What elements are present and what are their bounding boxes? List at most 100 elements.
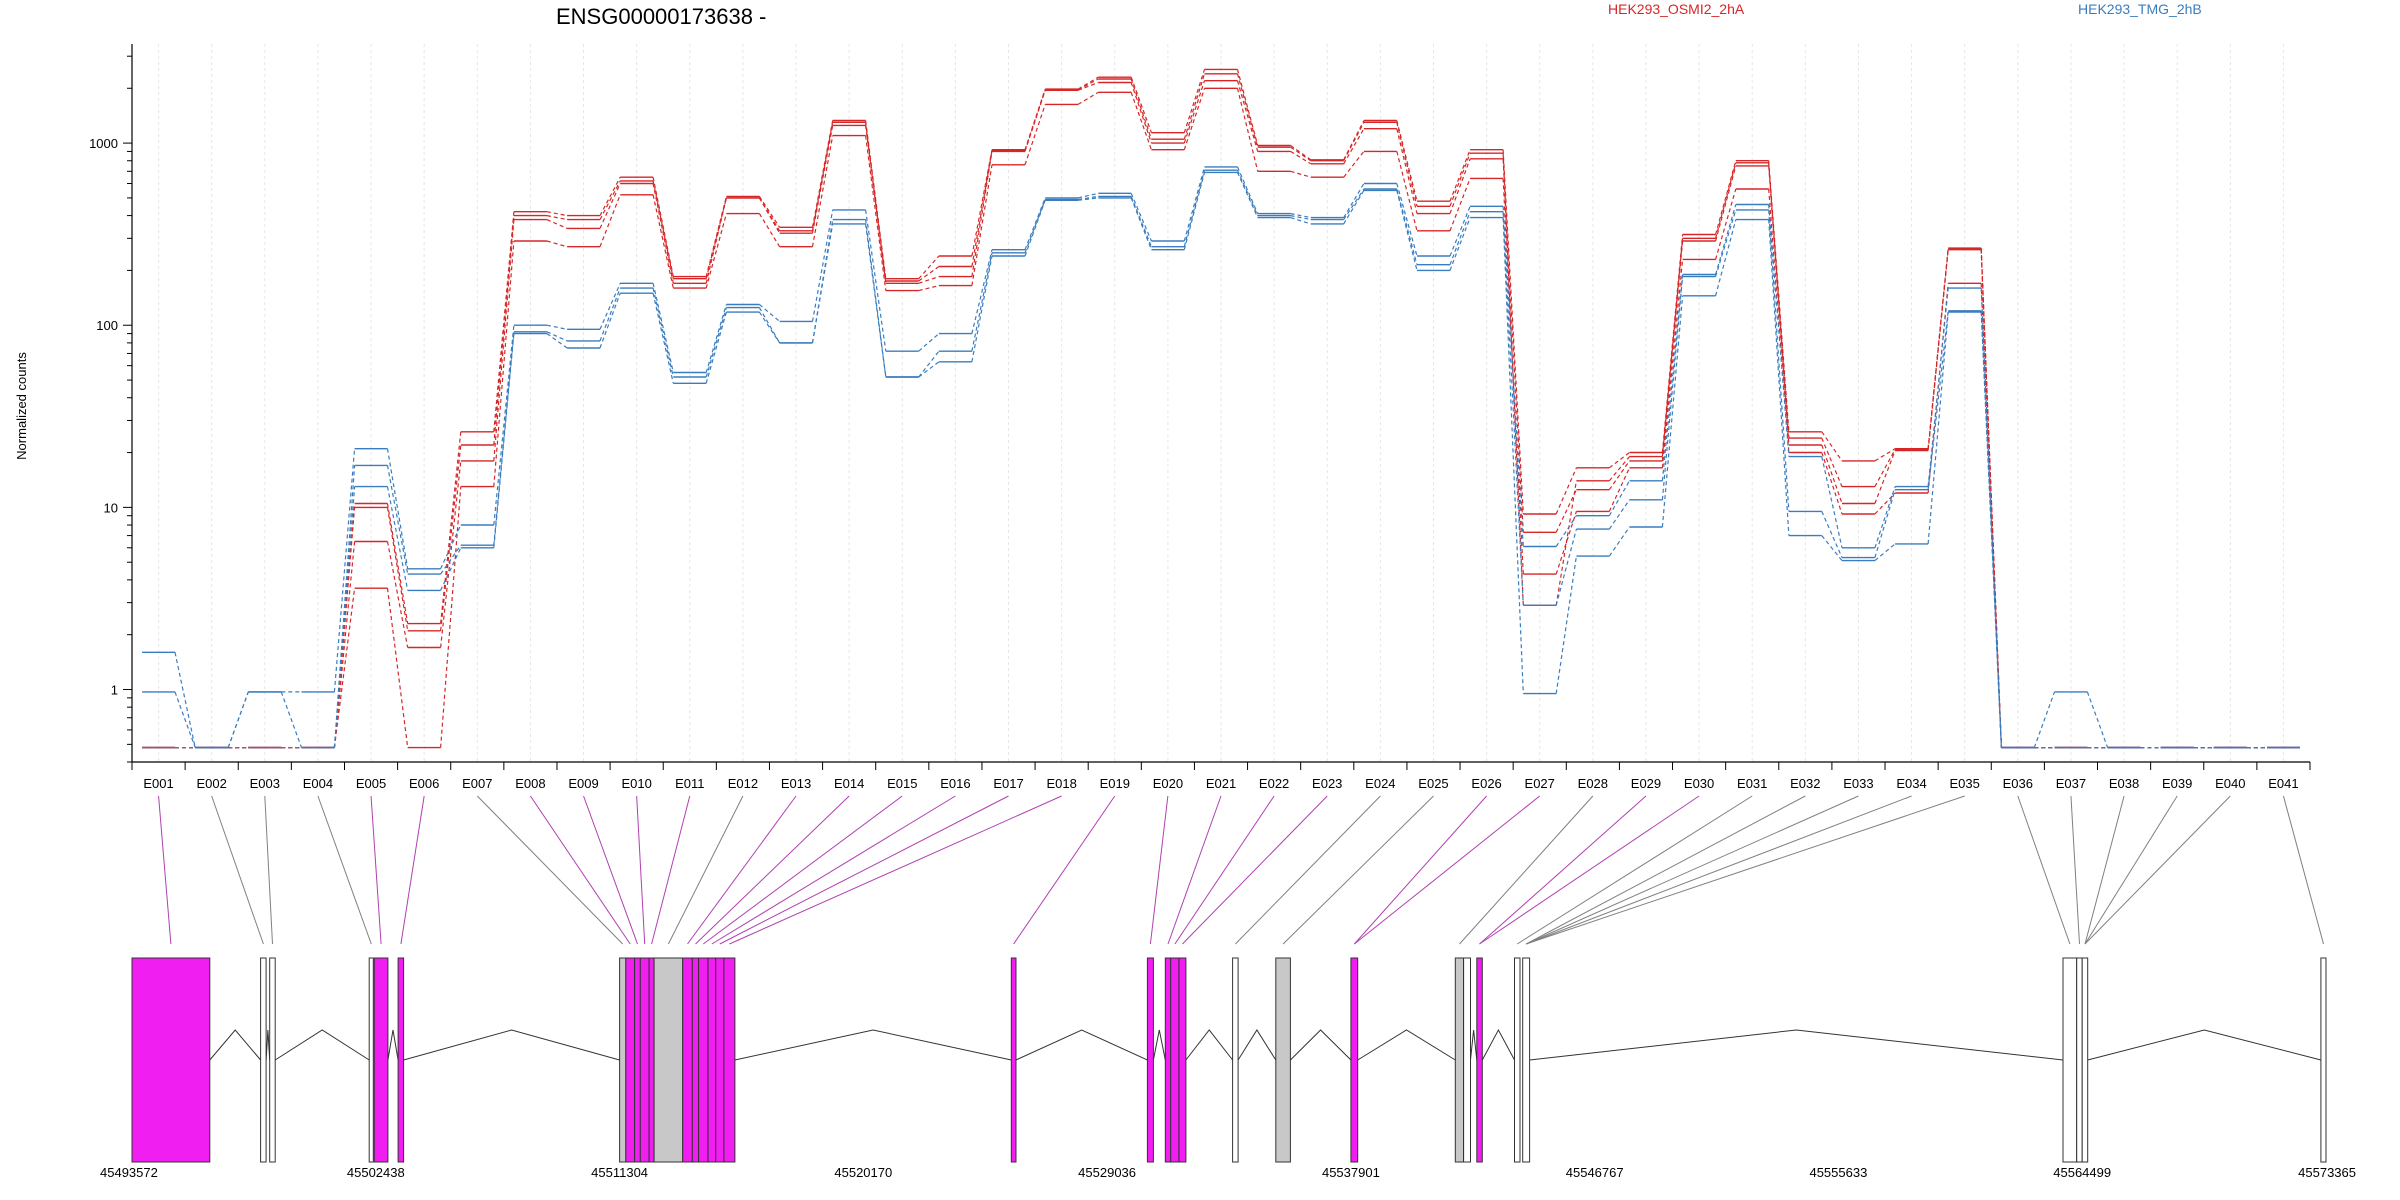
- exon-link-E007: [476, 795, 624, 945]
- exon-box-21: [1164, 957, 1172, 1163]
- x-tick-label-E028: E028: [1578, 776, 1608, 791]
- x-tick-label-E006: E006: [409, 776, 439, 791]
- gene-model: [131, 957, 2327, 1163]
- intron: [1481, 1028, 1515, 1061]
- x-axis: E001 E002 E003 E004 E005 E006 E007 E008 E009 E010…: [131, 761, 2311, 791]
- exon-box-16: [707, 957, 717, 1163]
- exon-box-25: [1275, 957, 1291, 1163]
- exon-box-10: [639, 957, 650, 1163]
- exon-link-E029: [1479, 795, 1647, 945]
- exon-box-19: [1010, 957, 1017, 1163]
- chart-title: ENSG00000173638 -: [556, 4, 766, 29]
- intron: [1015, 1029, 1148, 1061]
- x-tick-label-E024: E024: [1365, 776, 1395, 791]
- exon-box-4: [368, 957, 374, 1163]
- exon-link-E033: [1525, 795, 1859, 945]
- exon-link-E040: [2084, 795, 2231, 945]
- exon-link-E003: [264, 795, 273, 945]
- exon-link-E039: [2084, 795, 2178, 945]
- series-segments: [142, 171, 2300, 749]
- intron: [1470, 1029, 1478, 1061]
- exon-box-18: [723, 957, 736, 1163]
- exon-link-E011: [651, 795, 691, 945]
- exon-box-2: [260, 957, 267, 1163]
- exon-box-17: [715, 957, 725, 1163]
- genomic-coordinate-label: 45511304: [591, 1165, 648, 1180]
- intron: [734, 1029, 1012, 1061]
- exon-link-E016: [711, 795, 956, 945]
- x-tick-label-E003: E003: [250, 776, 280, 791]
- x-tick-label-E011: E011: [675, 776, 704, 791]
- exon-link-E037: [2070, 795, 2080, 945]
- x-tick-label-E041: E041: [2268, 776, 2298, 791]
- x-tick-label-E005: E005: [356, 776, 386, 791]
- x-tick-label-E022: E022: [1259, 776, 1289, 791]
- exon-box-33: [2076, 957, 2083, 1163]
- series-segments: [142, 80, 2300, 749]
- exon-link-E020: [1149, 795, 1169, 945]
- x-tick-label-E023: E023: [1312, 776, 1342, 791]
- intron: [209, 1029, 261, 1061]
- genomic-coordinate-label: 45555633: [1809, 1165, 1867, 1180]
- exon-link-E036: [2017, 795, 2071, 945]
- series-transitions: [175, 172, 2267, 749]
- y-axis: 1 10 100 1000: [89, 44, 133, 763]
- x-tick-label-E007: E007: [462, 776, 492, 791]
- x-tick-label-E012: E012: [728, 776, 758, 791]
- genomic-coordinate-label: 45529036: [1078, 1165, 1136, 1180]
- exon-link-E004: [317, 795, 372, 945]
- exon-link-E006: [400, 795, 425, 945]
- x-tick-label-E021: E021: [1206, 776, 1236, 791]
- intron: [265, 1029, 271, 1061]
- x-tick-label-E020: E020: [1153, 776, 1183, 791]
- exon-link-E015: [703, 795, 903, 945]
- x-tick-label-E034: E034: [1896, 776, 1926, 791]
- exon-link-E012: [667, 795, 744, 945]
- exon-link-E022: [1174, 795, 1275, 945]
- legend-osmi2: HEK293_OSMI2_2hA: [1608, 1, 1745, 17]
- exon-box-11: [648, 957, 655, 1163]
- exon-links: [158, 795, 2324, 945]
- x-tick-label-E027: E027: [1525, 776, 1555, 791]
- x-tick-label-E038: E038: [2109, 776, 2139, 791]
- y-tick-label: 10: [104, 500, 118, 515]
- exon-box-5: [373, 957, 389, 1163]
- x-tick-label-E014: E014: [834, 776, 864, 791]
- intron: [1152, 1029, 1166, 1061]
- exon-box-13: [682, 957, 693, 1163]
- exon-box-26: [1350, 957, 1359, 1163]
- exon-link-E014: [695, 795, 850, 945]
- exon-link-E018: [729, 795, 1062, 945]
- exon-link-E038: [2084, 795, 2125, 945]
- x-tick-label-E025: E025: [1418, 776, 1448, 791]
- exon-link-E002: [211, 795, 264, 945]
- intron: [1290, 1029, 1352, 1061]
- genomic-coordinate-label: 45573365: [2298, 1165, 2356, 1180]
- exon-box-32: [2062, 957, 2078, 1163]
- intron: [1529, 1029, 2064, 1061]
- x-tick-label-E030: E030: [1684, 776, 1714, 791]
- genomic-coordinate-label: 45537901: [1322, 1165, 1380, 1180]
- exon-link-E035: [1525, 795, 1965, 945]
- x-tick-label-E029: E029: [1631, 776, 1661, 791]
- series-transitions: [174, 166, 2267, 749]
- exon-link-E032: [1525, 795, 1806, 945]
- series-lines: [142, 68, 2300, 749]
- x-tick-label-E009: E009: [568, 776, 598, 791]
- exon-link-E026: [1353, 795, 1487, 945]
- exon-link-E025: [1282, 795, 1434, 945]
- exon-box-30: [1514, 957, 1521, 1163]
- exon-box-22: [1170, 957, 1180, 1163]
- x-tick-label-E032: E032: [1790, 776, 1820, 791]
- exon-box-31: [1522, 957, 1531, 1163]
- exon-link-E031: [1516, 795, 1753, 945]
- y-axis-label: Normalized counts: [14, 352, 29, 460]
- genomic-coordinate-label: 45564499: [2053, 1165, 2111, 1180]
- exon-box-9: [634, 957, 641, 1163]
- exon-link-E019: [1013, 795, 1116, 945]
- exon-link-E017: [719, 795, 1009, 945]
- exon-link-E021: [1167, 795, 1222, 945]
- exon-guide-lines: [158, 44, 2284, 762]
- x-tick-label-E018: E018: [1046, 776, 1076, 791]
- exon-link-E013: [687, 795, 797, 945]
